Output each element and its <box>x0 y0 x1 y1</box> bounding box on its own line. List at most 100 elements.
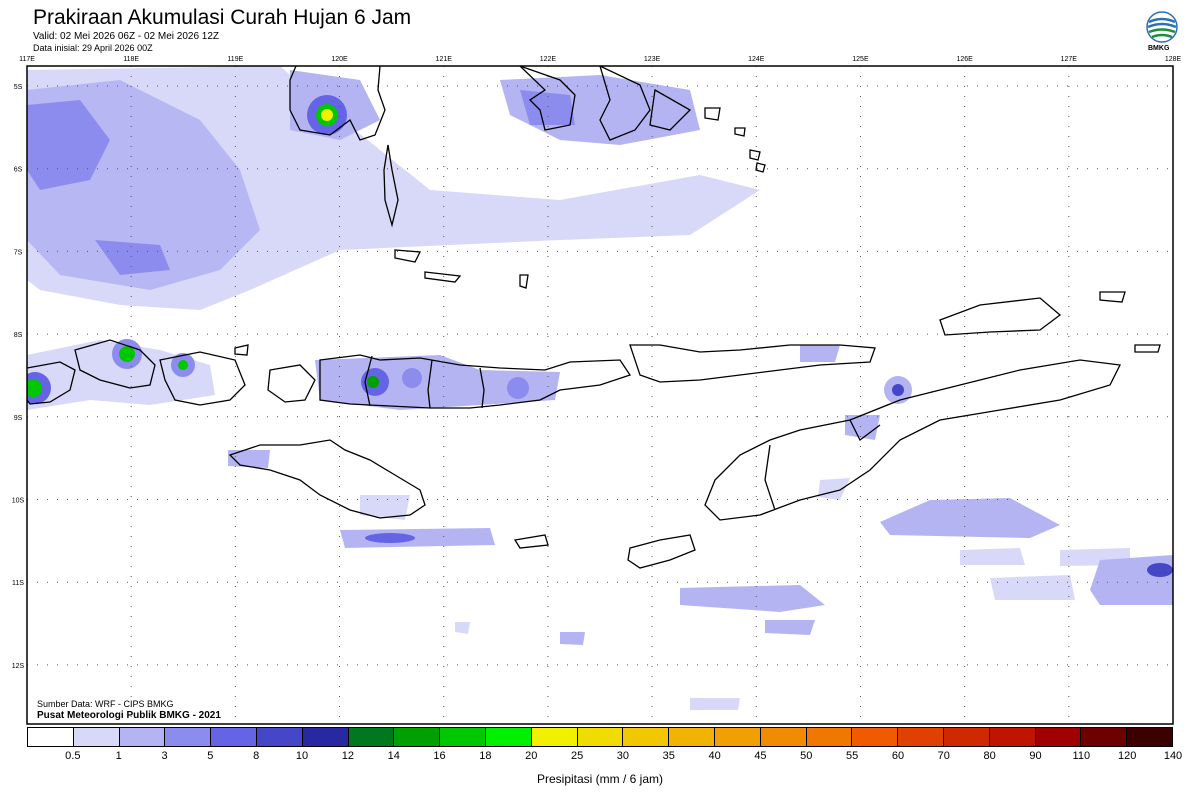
coastline-selayar <box>383 144 399 228</box>
latitude-labels: 5S 6S 7S 8S 9S 10S 11S 12S <box>12 84 25 670</box>
latitude-label: 8S <box>14 332 23 339</box>
colorbar-swatch <box>1127 728 1172 746</box>
rain-cell <box>365 533 415 543</box>
coastline-komodo <box>267 364 316 403</box>
latitude-label: 12S <box>12 663 25 670</box>
colorbar-swatch <box>256 728 303 746</box>
coastlines <box>27 66 1161 569</box>
rain-cell <box>321 109 333 121</box>
logo-text: BMKG <box>1148 45 1170 52</box>
coastline-small-island <box>394 249 422 263</box>
coastline-muna <box>649 88 692 131</box>
colorbar-swatch <box>760 728 807 746</box>
colorbar-swatch <box>943 728 990 746</box>
longitude-label: 121E <box>436 56 453 63</box>
rain-area <box>1090 555 1173 605</box>
rain-cell <box>1147 563 1173 577</box>
rain-area <box>95 240 170 275</box>
graticule <box>27 66 1173 724</box>
coastline-small-island <box>1134 344 1161 353</box>
coastline-small-island <box>519 274 529 289</box>
colorbar-tick-label: 10 <box>295 750 309 762</box>
rain-area <box>845 415 880 440</box>
colorbar-tick-label: 30 <box>616 750 630 762</box>
colorbar-tick-label: 1 <box>115 750 122 762</box>
colorbar-tick-label: 18 <box>479 750 492 762</box>
rain-cell <box>119 346 135 362</box>
valid-period: Valid: 02 Mei 2026 06Z - 02 Mei 2026 12Z <box>33 31 220 42</box>
colorbar-swatch <box>394 728 441 746</box>
colorbar-tick-label: 140 <box>1163 750 1183 762</box>
longitude-label: 118E <box>123 56 139 63</box>
coastline-buton <box>599 66 651 141</box>
longitude-labels: 117E 118E 119E 120E 121E 122E 123E 124E 125E 126E… <box>19 56 1181 63</box>
colorbar-swatch <box>531 728 578 746</box>
colorbar-tick-label: 40 <box>708 750 721 762</box>
rain-cell <box>27 379 42 397</box>
map-frame <box>26 65 1174 725</box>
colorbar-swatch <box>669 728 715 746</box>
source-note: Sumber Data: WRF - CIPS BMKG <box>37 699 174 709</box>
colorbar-tick-label: 120 <box>1117 750 1137 762</box>
latitude-label: 10S <box>12 498 25 505</box>
province-boundary <box>764 444 776 511</box>
latitude-label: 7S <box>14 249 23 256</box>
colorbar-swatch <box>989 728 1036 746</box>
rain-area <box>500 75 700 145</box>
longitude-label: 120E <box>331 56 348 63</box>
coastline-rote <box>627 534 696 569</box>
colorbar-swatch <box>1035 728 1082 746</box>
rain-area <box>27 340 215 410</box>
coastline-bali <box>27 361 76 405</box>
colorbar <box>27 727 1173 747</box>
latitude-label: 5S <box>14 84 23 91</box>
colorbar-tick-label: 0.5 <box>65 750 81 762</box>
colorbar-swatch <box>211 728 257 746</box>
coastline-small-island <box>424 271 462 283</box>
rain-area <box>880 498 1060 538</box>
colorbar-swatch <box>806 728 853 746</box>
colorbar-tick-label: 80 <box>983 750 996 762</box>
rain-cell <box>892 384 904 396</box>
coastline-sumbawa <box>159 351 246 406</box>
coastline-sumba <box>228 439 426 519</box>
colorbar-tick-label: 55 <box>845 750 859 762</box>
colorbar-tick-label: 12 <box>341 750 354 762</box>
longitude-label: 128E <box>1165 56 1182 63</box>
colorbar-swatch <box>623 728 670 746</box>
colorbar-tick-label: 14 <box>387 750 400 762</box>
initial-data: Data inisial: 29 April 2026 00Z <box>33 43 153 53</box>
map-title: Prakiraan Akumulasi Curah Hujan 6 Jam <box>33 6 412 29</box>
colorbar-tick-label: 20 <box>525 750 538 762</box>
rain-area <box>800 345 840 362</box>
coastline-sulawesi <box>289 66 386 141</box>
colorbar-swatch <box>73 728 120 746</box>
rain-area <box>960 548 1025 565</box>
latitude-label: 9S <box>14 415 23 422</box>
colorbar-swatch <box>485 728 532 746</box>
longitude-label: 127E <box>1061 56 1078 63</box>
longitude-label: 125E <box>852 56 869 63</box>
rain-area <box>818 478 850 500</box>
colorbar-swatch <box>577 728 624 746</box>
rain-area <box>990 575 1075 600</box>
longitude-label: 123E <box>644 56 661 63</box>
longitude-label: 119E <box>227 56 243 63</box>
colorbar-swatch <box>302 728 349 746</box>
rain-area <box>690 698 740 710</box>
coastline-small-island <box>234 344 249 356</box>
colorbar-tick-label: 50 <box>800 750 813 762</box>
bmkg-logo <box>1146 11 1178 43</box>
colorbar-tick-label: 110 <box>1072 750 1091 762</box>
colorbar-title: Presipitasi (mm / 6 jam) <box>536 772 664 786</box>
province-boundary <box>427 359 433 409</box>
rain-cell <box>178 360 188 370</box>
coastline-alor <box>629 344 876 383</box>
colorbar-swatch <box>852 728 899 746</box>
colorbar-swatch <box>440 728 486 746</box>
colorbar-swatch <box>119 728 166 746</box>
publisher-note: Pusat Meteorologi Publik BMKG - 2021 <box>37 710 221 721</box>
latitude-label: 6S <box>14 167 23 174</box>
coastline-small-island <box>734 127 746 137</box>
